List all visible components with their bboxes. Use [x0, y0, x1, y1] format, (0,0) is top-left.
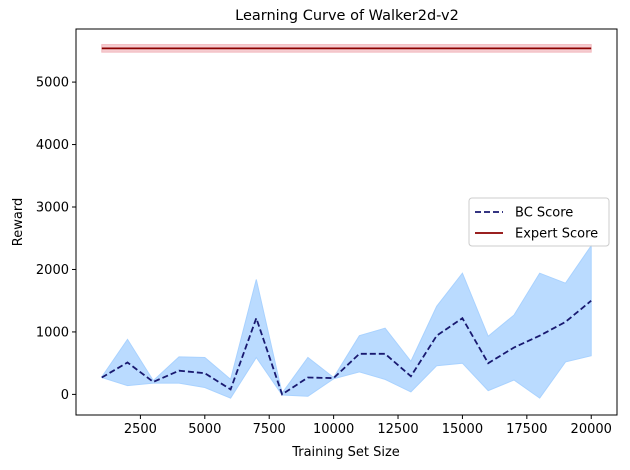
- x-tick-label: 15000: [442, 422, 483, 437]
- legend-label-0: BC Score: [515, 206, 573, 221]
- plot-frame: [75, 28, 618, 416]
- legend: BC Score Expert Score: [468, 197, 610, 247]
- y-tick-label: 4000: [36, 138, 69, 153]
- x-axis-title: Training Set Size: [291, 445, 400, 460]
- plot-area: [101, 44, 592, 399]
- x-tick-label: 17500: [506, 422, 547, 437]
- x-tick-label: 12500: [377, 422, 418, 437]
- y-axis-title: Reward: [11, 198, 26, 246]
- y-axis: 0 1000 2000 3000 4000 5000: [36, 76, 76, 403]
- series-band-0: [101, 244, 592, 399]
- x-axis: 2500 5000 7500 10000 12500 15000 17500 20000: [124, 415, 612, 437]
- x-tick-label: 7500: [253, 422, 286, 437]
- y-tick-label: 2000: [36, 263, 69, 278]
- x-tick-label: 2500: [124, 422, 157, 437]
- y-tick-label: 5000: [36, 76, 69, 91]
- x-tick-label: 10000: [313, 422, 354, 437]
- legend-label-1: Expert Score: [515, 227, 598, 242]
- series-line-0: [101, 300, 592, 396]
- x-tick-label: 5000: [188, 422, 221, 437]
- x-tick-label: 20000: [571, 422, 612, 437]
- legend-box: [468, 197, 610, 247]
- y-tick-label: 0: [61, 388, 69, 403]
- y-tick-label: 1000: [36, 325, 69, 340]
- y-tick-label: 3000: [36, 201, 69, 216]
- chart-title: Learning Curve of Walker2d-v2: [235, 8, 459, 24]
